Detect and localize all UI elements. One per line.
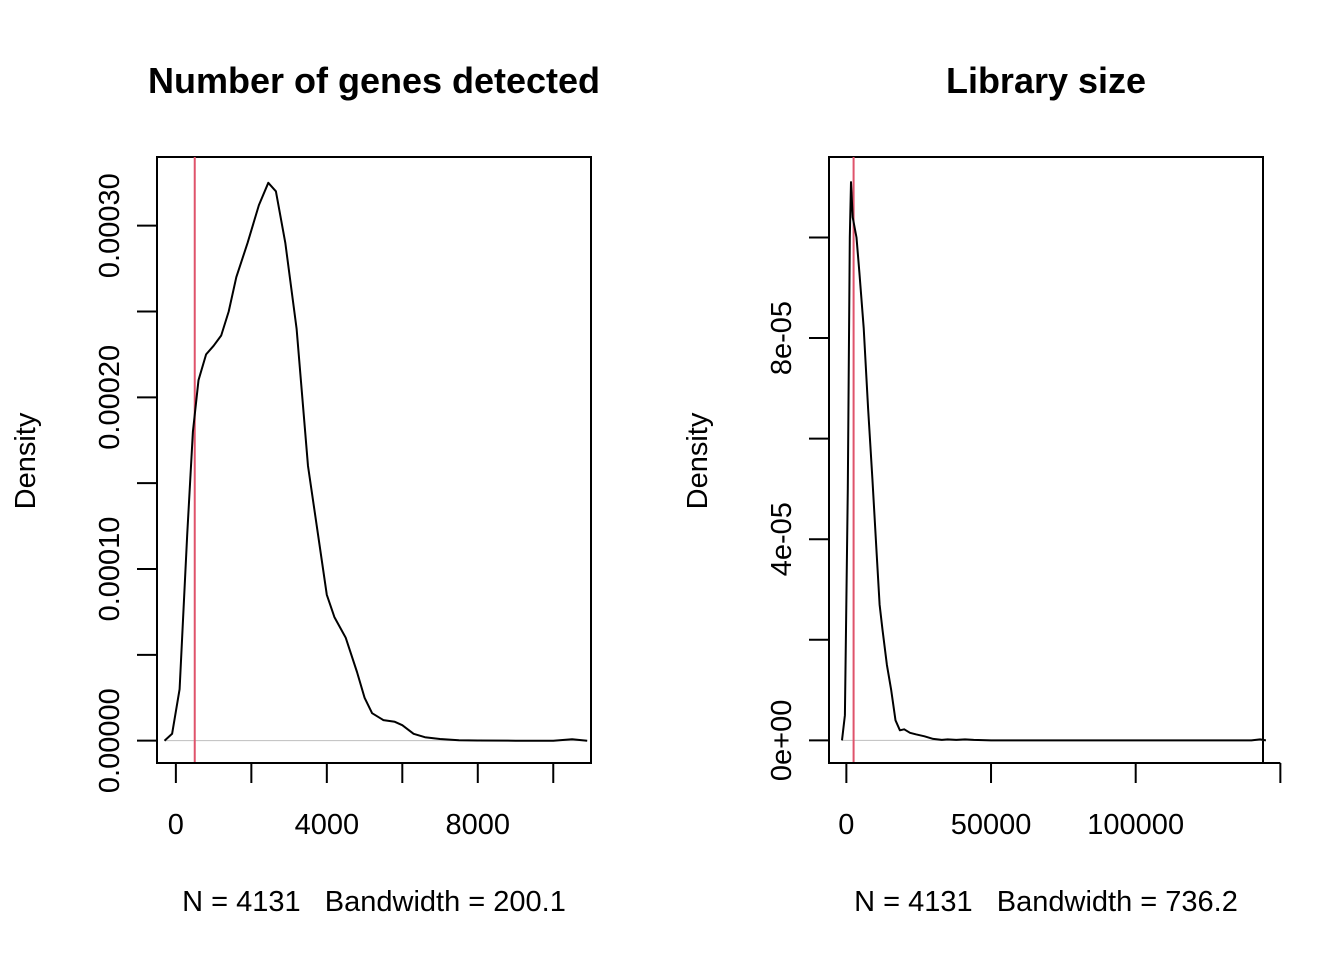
y-tick-label: 8e-05: [766, 301, 798, 375]
density-panel-library-size: Library size 0 50000 100000 0e+00 4e-05 8e-0…: [682, 60, 1282, 918]
x-tick-label: 50000: [951, 809, 1032, 841]
y-axis-label: Density: [10, 412, 42, 509]
x-axis-label: N = 4131 Bandwidth = 200.1: [182, 886, 566, 918]
x-tick-label: 0: [168, 809, 184, 841]
y-tick-label: 0.00020: [94, 345, 126, 450]
y-tick-label: 0.00030: [94, 173, 126, 278]
x-tick-label: 100000: [1087, 809, 1184, 841]
x-tick-label: 8000: [446, 809, 511, 841]
chart-title: Library size: [946, 60, 1146, 101]
y-tick-label: 0e+00: [766, 700, 798, 781]
chart-title: Number of genes detected: [148, 60, 600, 101]
plot-frame: [156, 156, 592, 764]
x-axis-label: N = 4131 Bandwidth = 736.2: [854, 886, 1238, 918]
plot-frame: [828, 156, 1264, 764]
y-tick-label: 0.00000: [94, 688, 126, 793]
density-panel-genes-detected: Number of genes detected 0 4000 8000 0.000…: [10, 60, 600, 918]
x-tick-label: 4000: [295, 809, 360, 841]
y-tick-label: 4e-05: [766, 502, 798, 576]
y-axis-label: Density: [682, 412, 714, 509]
y-tick-label: 0.00010: [94, 517, 126, 622]
density-curve: [841, 181, 1267, 742]
x-tick-label: 0: [838, 809, 854, 841]
density-curve: [163, 181, 588, 742]
